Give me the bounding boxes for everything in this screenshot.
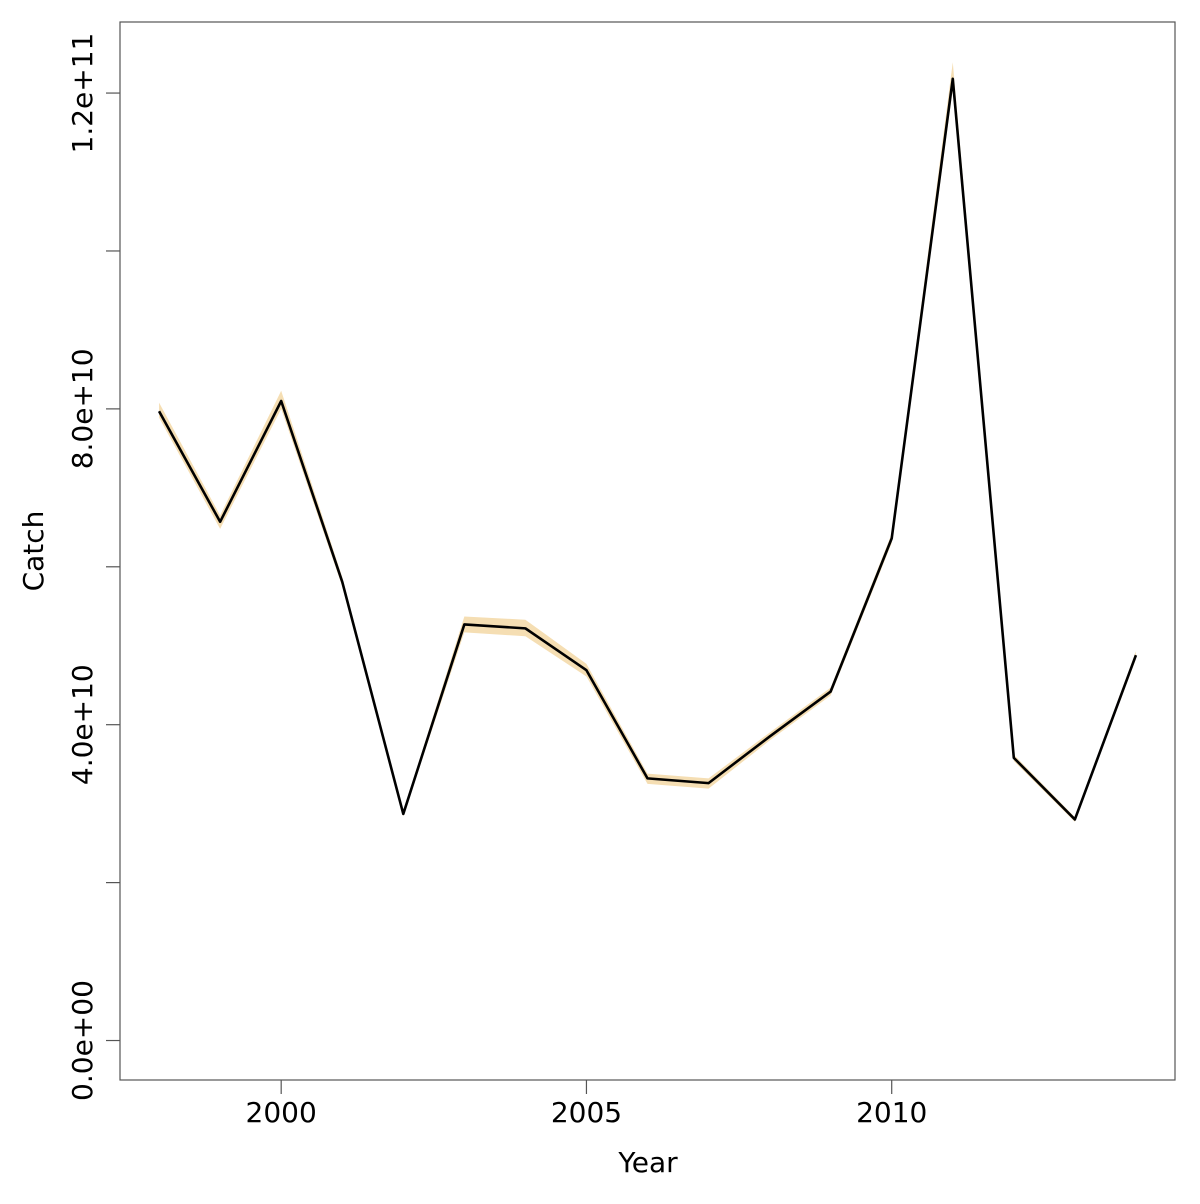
plot-frame (119, 21, 1176, 1081)
x-tick-label: 2005 (551, 1096, 622, 1129)
confidence-band (159, 62, 1136, 822)
y-tick-label: 8.0e+10 (66, 348, 99, 469)
y-tick-label: 0.0e+00 (66, 980, 99, 1101)
line (157, 77, 1138, 821)
y-axis-label: Catch (17, 511, 50, 592)
x-axis-label: Year (617, 1146, 678, 1179)
x-tick-label: 2010 (856, 1096, 927, 1129)
y-tick-label: 1.2e+11 (66, 33, 99, 154)
y-tick-label: 4.0e+10 (66, 664, 99, 785)
x-tick-label: 2000 (246, 1096, 317, 1129)
